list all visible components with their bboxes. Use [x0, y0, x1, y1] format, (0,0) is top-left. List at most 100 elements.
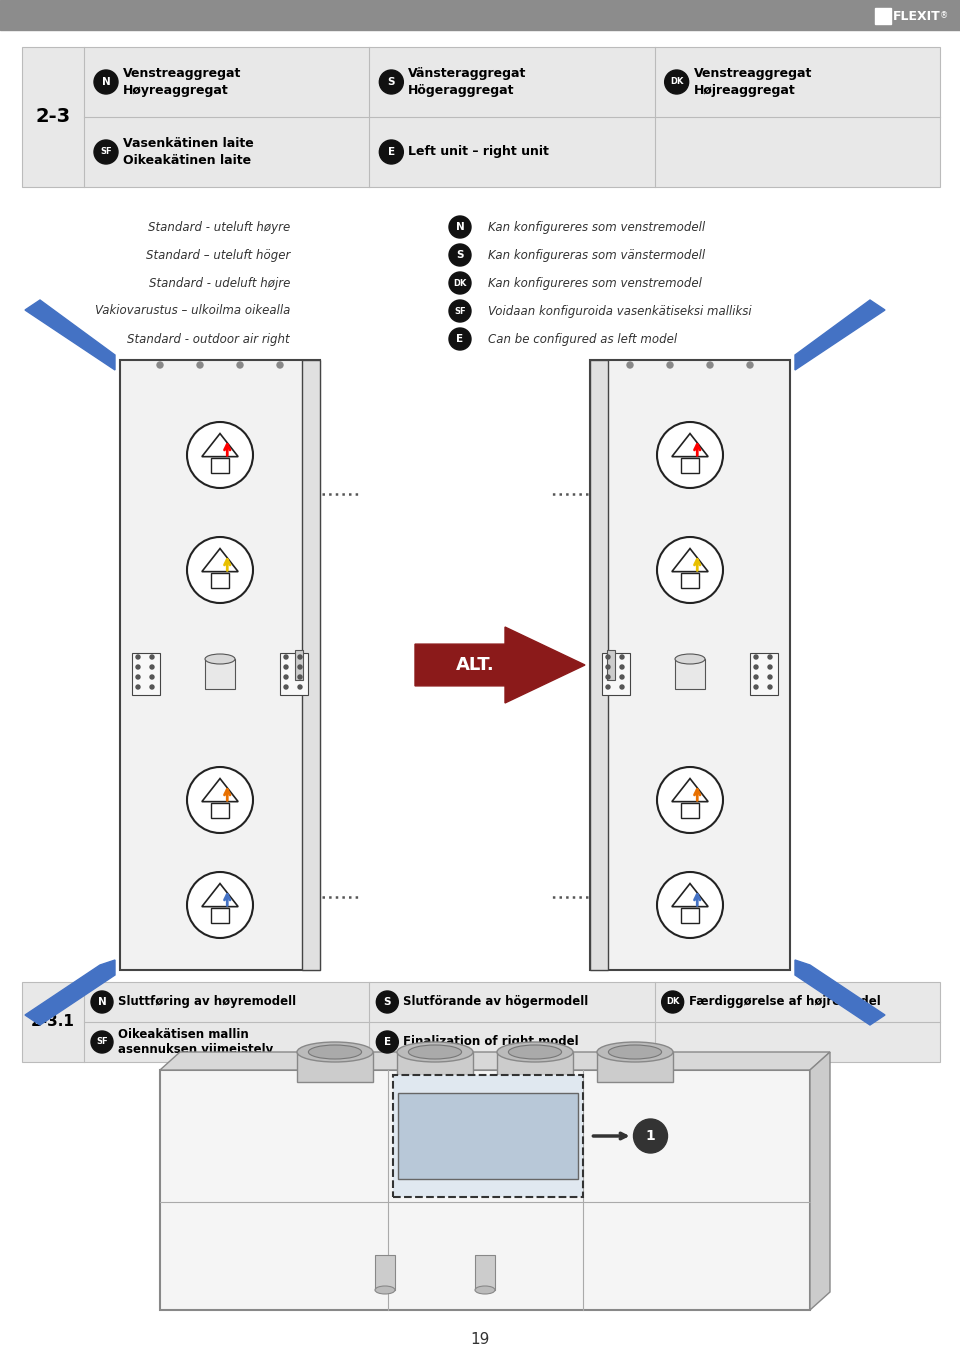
Circle shape	[157, 362, 163, 369]
Circle shape	[150, 655, 154, 659]
Bar	[302, 360, 320, 971]
Ellipse shape	[497, 1041, 573, 1062]
Polygon shape	[672, 778, 708, 801]
Circle shape	[298, 676, 302, 678]
Circle shape	[91, 991, 113, 1013]
Polygon shape	[25, 960, 115, 1025]
Circle shape	[284, 676, 288, 678]
Text: Finalization of right model: Finalization of right model	[403, 1036, 579, 1048]
Text: Vasenkätinen laite
Oikeakätinen laite: Vasenkätinen laite Oikeakätinen laite	[123, 138, 253, 167]
Polygon shape	[25, 300, 115, 370]
Circle shape	[277, 362, 283, 369]
Circle shape	[620, 665, 624, 669]
Text: S: S	[384, 996, 391, 1007]
Circle shape	[376, 1031, 398, 1052]
Bar	[211, 803, 228, 818]
Circle shape	[187, 767, 253, 833]
Circle shape	[136, 655, 140, 659]
Bar	[160, 1070, 810, 1310]
Circle shape	[298, 685, 302, 689]
Text: 19: 19	[470, 1332, 490, 1347]
Circle shape	[754, 676, 758, 678]
Polygon shape	[810, 1052, 830, 1310]
Bar	[681, 459, 699, 474]
Circle shape	[754, 685, 758, 689]
Bar	[132, 652, 160, 695]
Text: Kan konfigureras som vänstermodell: Kan konfigureras som vänstermodell	[488, 248, 706, 262]
Circle shape	[754, 655, 758, 659]
Text: E: E	[456, 334, 464, 344]
Ellipse shape	[509, 1046, 562, 1059]
Text: 1: 1	[646, 1129, 656, 1143]
Circle shape	[449, 272, 471, 293]
Text: DK: DK	[666, 998, 680, 1006]
Bar	[211, 573, 228, 588]
Bar	[280, 652, 308, 695]
Bar	[120, 360, 320, 971]
Ellipse shape	[609, 1046, 661, 1059]
Text: ®: ®	[940, 11, 948, 20]
Polygon shape	[672, 434, 708, 457]
Ellipse shape	[675, 654, 705, 663]
Circle shape	[187, 536, 253, 603]
Text: DK: DK	[670, 78, 684, 86]
Bar	[397, 1093, 578, 1179]
Bar	[205, 659, 235, 689]
Circle shape	[136, 685, 140, 689]
Circle shape	[449, 300, 471, 322]
Circle shape	[768, 676, 772, 678]
Text: S: S	[456, 250, 464, 259]
Circle shape	[197, 362, 203, 369]
Circle shape	[606, 676, 610, 678]
Circle shape	[449, 328, 471, 349]
Circle shape	[620, 655, 624, 659]
Bar	[597, 1052, 673, 1082]
Text: S: S	[388, 76, 396, 87]
Text: DK: DK	[453, 278, 467, 288]
Bar	[393, 1076, 583, 1197]
Bar	[681, 803, 699, 818]
Bar	[681, 908, 699, 923]
Text: Kan konfigureres som venstremodell: Kan konfigureres som venstremodell	[488, 221, 706, 233]
Text: ALT.: ALT.	[456, 657, 494, 674]
Circle shape	[449, 216, 471, 238]
Ellipse shape	[297, 1041, 373, 1062]
Circle shape	[284, 665, 288, 669]
Bar	[875, 8, 891, 25]
Circle shape	[606, 655, 610, 659]
Circle shape	[298, 665, 302, 669]
Circle shape	[620, 685, 624, 689]
Text: Vänsteraggregat
Högeraggregat: Vänsteraggregat Högeraggregat	[408, 67, 527, 97]
Circle shape	[94, 141, 118, 164]
Text: FLEXIT: FLEXIT	[893, 10, 941, 22]
Ellipse shape	[408, 1046, 462, 1059]
Text: N: N	[98, 996, 107, 1007]
Bar	[497, 1052, 573, 1082]
Circle shape	[449, 244, 471, 266]
Ellipse shape	[397, 1041, 473, 1062]
Bar	[681, 573, 699, 588]
Polygon shape	[415, 627, 585, 703]
Text: SF: SF	[100, 147, 111, 157]
Circle shape	[768, 655, 772, 659]
Circle shape	[150, 685, 154, 689]
Circle shape	[284, 655, 288, 659]
Text: Vakiovarustus – ulkoilma oikealla: Vakiovarustus – ulkoilma oikealla	[95, 304, 290, 318]
Text: Venstreaggregat
Høyreaggregat: Venstreaggregat Høyreaggregat	[123, 67, 241, 97]
Circle shape	[661, 991, 684, 1013]
Polygon shape	[202, 549, 238, 572]
Bar	[475, 1254, 495, 1290]
Circle shape	[620, 676, 624, 678]
Circle shape	[768, 685, 772, 689]
Text: Færdiggørelse af højremodel: Færdiggørelse af højremodel	[688, 995, 880, 1009]
Polygon shape	[672, 549, 708, 572]
Circle shape	[284, 685, 288, 689]
Circle shape	[187, 422, 253, 489]
Circle shape	[94, 70, 118, 94]
Circle shape	[754, 665, 758, 669]
Circle shape	[657, 872, 723, 938]
Circle shape	[298, 655, 302, 659]
Text: 2-3.1: 2-3.1	[31, 1014, 75, 1029]
Text: Standard - udeluft højre: Standard - udeluft højre	[149, 277, 290, 289]
Polygon shape	[795, 960, 885, 1025]
